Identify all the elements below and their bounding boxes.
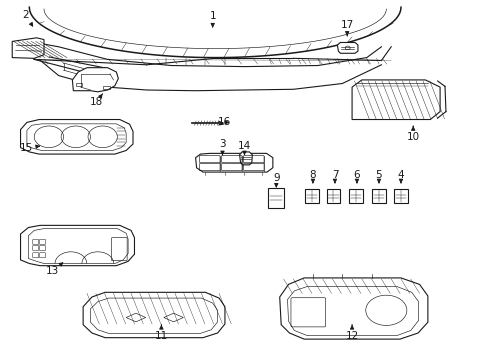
Polygon shape bbox=[351, 80, 439, 120]
Polygon shape bbox=[72, 68, 118, 92]
Polygon shape bbox=[348, 189, 362, 203]
Polygon shape bbox=[393, 189, 407, 203]
Polygon shape bbox=[239, 152, 252, 165]
Text: 12: 12 bbox=[345, 325, 358, 341]
Text: 10: 10 bbox=[406, 126, 419, 142]
Text: 2: 2 bbox=[22, 10, 33, 26]
Polygon shape bbox=[20, 225, 134, 266]
Polygon shape bbox=[12, 38, 44, 58]
Polygon shape bbox=[305, 189, 318, 203]
Text: 1: 1 bbox=[209, 11, 216, 27]
Text: 13: 13 bbox=[46, 263, 62, 276]
Polygon shape bbox=[337, 42, 357, 53]
Text: 4: 4 bbox=[397, 170, 404, 183]
Text: 9: 9 bbox=[272, 173, 279, 187]
Text: 17: 17 bbox=[340, 20, 353, 36]
Text: 18: 18 bbox=[90, 94, 103, 107]
Text: 3: 3 bbox=[219, 139, 225, 155]
Text: 5: 5 bbox=[375, 170, 382, 183]
Text: 11: 11 bbox=[154, 325, 168, 341]
Text: 7: 7 bbox=[331, 170, 338, 183]
Text: 6: 6 bbox=[353, 170, 360, 183]
Polygon shape bbox=[83, 292, 224, 338]
Text: 15: 15 bbox=[20, 143, 40, 153]
Polygon shape bbox=[326, 189, 340, 203]
Text: 16: 16 bbox=[217, 117, 230, 127]
Polygon shape bbox=[371, 189, 385, 203]
Text: 14: 14 bbox=[237, 141, 251, 154]
Polygon shape bbox=[20, 120, 133, 154]
Text: 8: 8 bbox=[309, 170, 316, 183]
Polygon shape bbox=[195, 153, 272, 172]
Polygon shape bbox=[268, 188, 284, 208]
Polygon shape bbox=[279, 278, 427, 339]
